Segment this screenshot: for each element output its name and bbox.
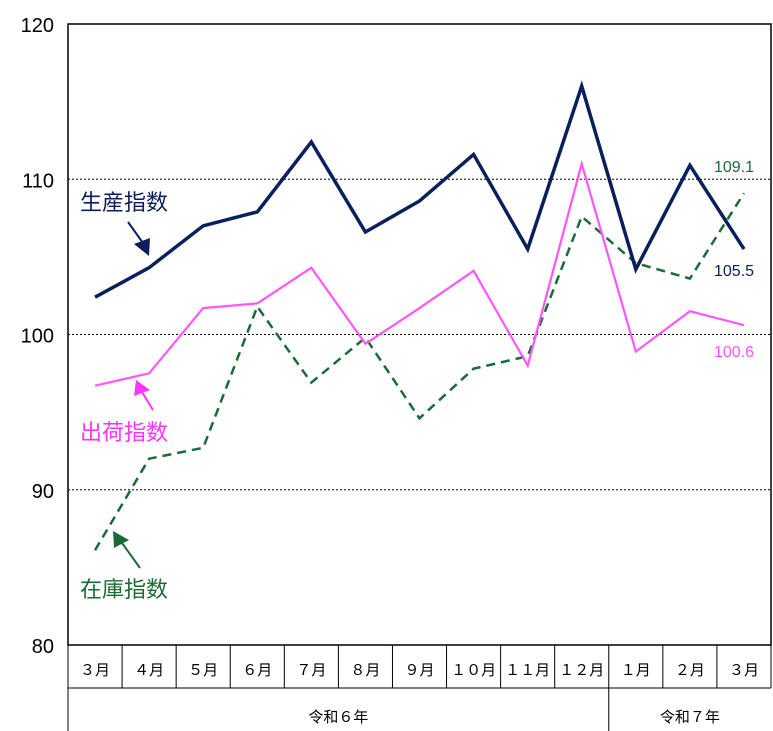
series-lines [93,80,746,551]
x-tick-label: ３月 [80,661,110,679]
y-tick-80: 80 [32,636,54,658]
series-label-shipment: 出荷指数 [80,421,168,446]
end-label-production: 105.5 [714,263,754,280]
x-tick-label: ２月 [675,661,705,679]
y-tick-90: 90 [32,481,54,503]
x-tick-label: １２月 [559,661,604,679]
arrow-production [127,221,144,244]
arrow-shipment [141,391,154,411]
end-label-shipment: 100.6 [714,344,754,361]
year-label: 令和６年 [308,708,368,726]
series-line-1 [94,159,745,387]
x-tick-label: １１月 [505,661,550,679]
year-label: 令和７年 [660,708,720,726]
series-label-inventory: 在庫指数 [80,578,168,603]
x-tick-label: ６月 [242,661,272,679]
plot-frame [67,23,772,646]
x-tick-label: ４月 [134,661,164,679]
x-tick-label: ８月 [350,661,380,679]
series-line-0 [94,80,746,299]
x-tick-label: １０月 [451,661,496,679]
arrowhead-shipment [134,380,150,396]
arrowhead-production [134,238,150,256]
y-tick-110: 110 [22,170,54,192]
y-tick-100: 100 [21,326,54,348]
x-tick-label: ３月 [729,661,759,679]
x-tick-label: １月 [621,661,651,679]
end-label-inventory: 109.1 [714,159,754,176]
series-line-2 [93,192,746,551]
arrow-inventory [121,542,141,569]
x-tick-label: ７月 [296,661,326,679]
x-tick-label: ９月 [404,661,434,679]
arrowhead-inventory [113,531,129,548]
grid-lines [68,178,771,491]
x-tick-label: ５月 [188,661,218,679]
y-axis-tick-labels: 80 90 100 110 120 [21,15,54,658]
label-inventory: 在庫指数 [80,531,168,603]
label-shipment: 出荷指数 [80,380,168,446]
label-production: 生産指数 [80,191,168,256]
y-tick-120: 120 [21,15,54,37]
series-label-production: 生産指数 [80,191,168,216]
